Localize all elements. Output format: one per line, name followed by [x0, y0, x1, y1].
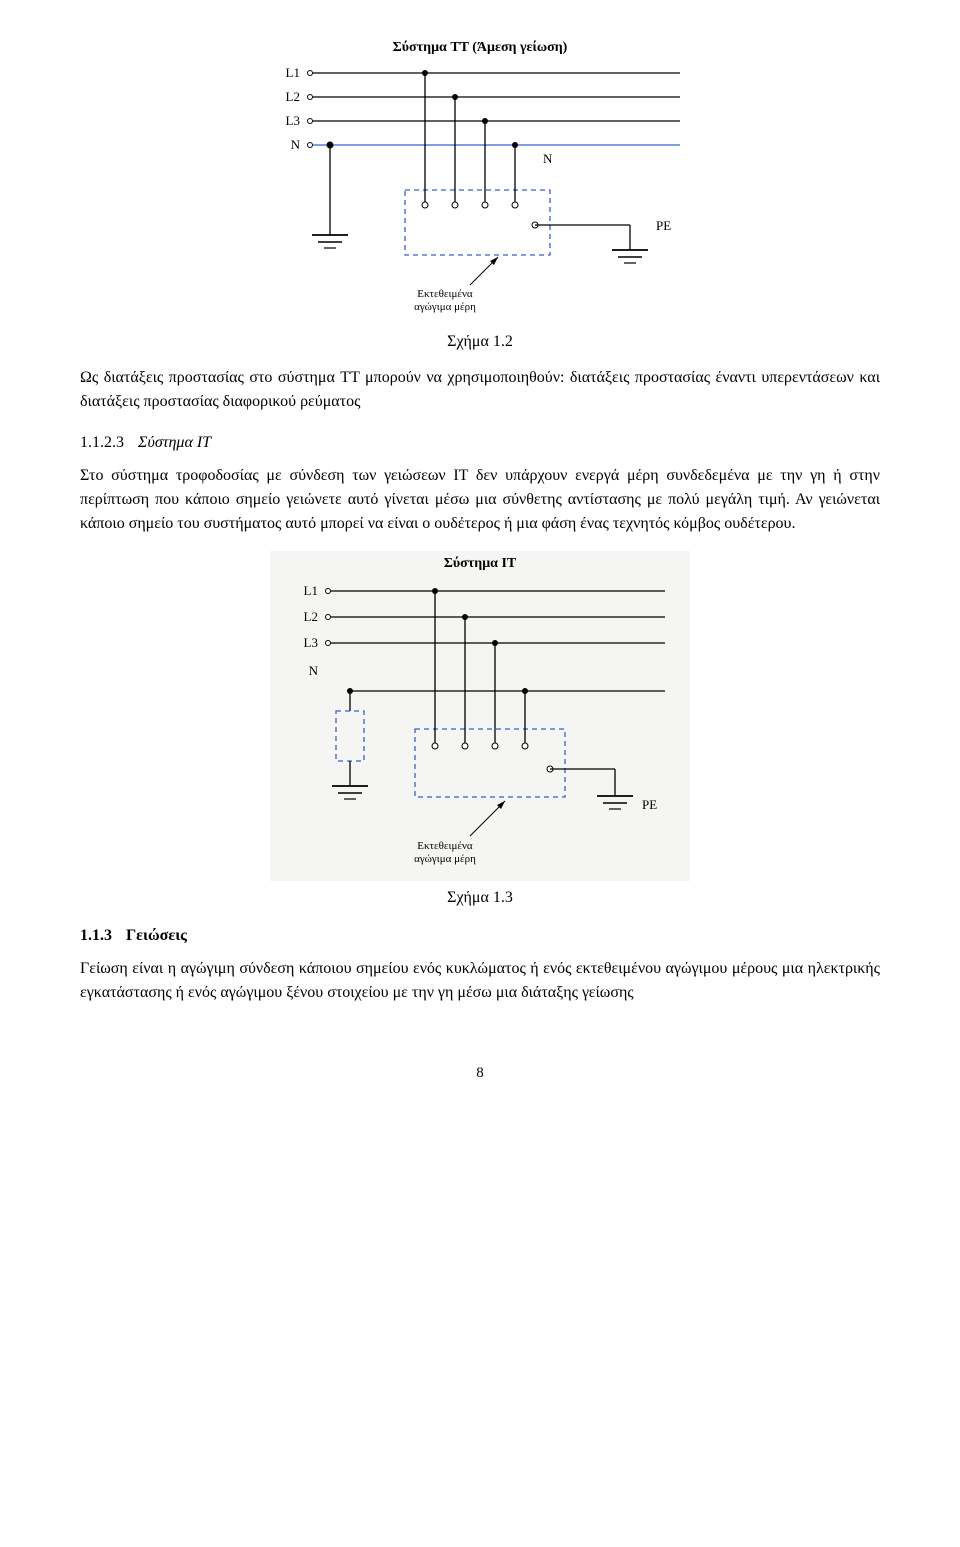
it-label-l2: L2 [304, 609, 318, 624]
page-number: 8 [80, 1065, 880, 1082]
it-label-pe: PE [642, 797, 657, 812]
it-label-l1: L1 [304, 583, 318, 598]
section-number: 1.1.2.3 [80, 434, 124, 451]
section-1-1-3-title: Γειώσεις [126, 927, 187, 944]
paragraph-2: Στο σύστημα τροφοδοσίας με σύνδεση των γ… [80, 464, 880, 536]
section-1-1-2-3-heading: 1.1.2.3 Σύστημα IT [80, 434, 880, 452]
exposed-label-1: Εκτεθειμένα [417, 288, 473, 300]
label-pe: PE [656, 218, 671, 233]
figure-1-2: Σύστημα TT (Άμεση γείωση) L1 L2 L3 N N [80, 35, 880, 351]
label-n2: N [543, 151, 553, 166]
label-l3: L3 [286, 113, 300, 128]
label-l1: L1 [286, 65, 300, 80]
figure-1-3-caption: Σχήμα 1.3 [80, 889, 880, 907]
diagram-title: Σύστημα TT (Άμεση γείωση) [393, 40, 568, 55]
diagram-title-it: Σύστημα IT [444, 556, 517, 571]
figure-1-3: Σύστημα IT L1 L2 L3 N [80, 551, 880, 907]
exposed-label-2: αγώγιμα μέρη [414, 301, 476, 313]
paragraph-1: Ως διατάξεις προστασίας στο σύστημα TT μ… [80, 366, 880, 414]
it-label-l3: L3 [304, 635, 318, 650]
tt-system-diagram: Σύστημα TT (Άμεση γείωση) L1 L2 L3 N N [250, 35, 710, 325]
figure-1-2-caption: Σχήμα 1.2 [80, 333, 880, 351]
section-title: Σύστημα IT [138, 434, 211, 451]
section-1-1-3-heading: 1.1.3 Γειώσεις [80, 927, 880, 945]
it-exposed-2: αγώγιμα μέρη [414, 853, 476, 865]
label-l2: L2 [286, 89, 300, 104]
paragraph-3: Γείωση είναι η αγώγιμη σύνδεση κάποιου σ… [80, 957, 880, 1005]
it-system-diagram: Σύστημα IT L1 L2 L3 N [270, 551, 690, 881]
it-label-n: N [309, 663, 319, 678]
section-1-1-3-number: 1.1.3 [80, 927, 112, 944]
it-exposed-1: Εκτεθειμένα [417, 840, 473, 852]
label-n: N [291, 137, 301, 152]
